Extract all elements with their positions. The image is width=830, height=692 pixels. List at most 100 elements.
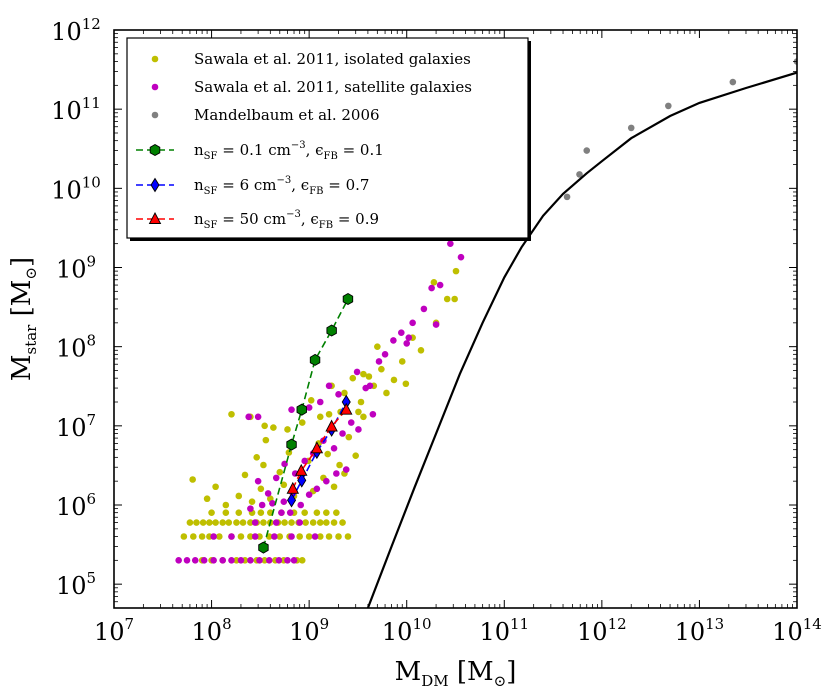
- series-1-point: [305, 404, 313, 411]
- series-0-point: [284, 426, 291, 433]
- series-1-point: [210, 533, 217, 540]
- series-1-point: [286, 509, 294, 516]
- series-0-point: [288, 519, 295, 526]
- ticks-layer: 107 108 109 1010 1011 1012 1013 1014 105 106 107 10…: [51, 15, 822, 646]
- series-1-point: [313, 485, 321, 493]
- series-0-point: [212, 519, 219, 526]
- series-0-point: [281, 519, 288, 526]
- series-0-point: [257, 509, 265, 516]
- series-0-point: [325, 410, 333, 418]
- series-1-point: [210, 557, 217, 564]
- series-0-point: [451, 295, 458, 303]
- series-0-point: [260, 519, 267, 526]
- legend-marker: [148, 212, 162, 224]
- series-0-point: [452, 267, 460, 275]
- series-2-point: [729, 78, 737, 86]
- legend-entry-4: nSF = 6 cm−3, ϵFB = 0.7: [136, 175, 369, 197]
- series-2-point: [665, 102, 672, 110]
- y-tick-label: 1011: [51, 94, 101, 125]
- series-3-point: [342, 292, 354, 306]
- series-1-point: [228, 557, 235, 564]
- series-1-point: [432, 321, 440, 328]
- x-axis-label: MDM [M⊙]: [395, 657, 517, 690]
- series-1-point: [284, 557, 291, 564]
- series-0-point: [349, 374, 357, 382]
- series-0-point: [193, 519, 200, 526]
- y-tick-label: 107: [56, 411, 96, 442]
- series-1-point: [390, 337, 397, 344]
- series-0-point: [341, 389, 348, 397]
- series-0-point: [215, 533, 223, 540]
- series-0-point: [228, 410, 235, 418]
- series-1-point: [381, 351, 389, 358]
- x-tick-label: 1012: [577, 615, 627, 646]
- series-layer: [175, 58, 797, 608]
- series-1-point: [254, 413, 262, 421]
- series-0-point: [345, 433, 353, 441]
- series-1-point: [333, 470, 340, 477]
- series-1-point: [264, 490, 272, 497]
- legend-box: [126, 37, 529, 239]
- series-1-point: [275, 557, 283, 564]
- y-tick-label: 106: [56, 490, 96, 521]
- series-1-point: [254, 477, 262, 485]
- series-1-point: [297, 501, 305, 509]
- series-3-line: [262, 298, 349, 548]
- series-0-point: [360, 370, 367, 378]
- series-6: [366, 71, 797, 608]
- series-1-point: [397, 329, 405, 337]
- series-0-point: [235, 492, 243, 500]
- series-1-point: [269, 500, 276, 507]
- series-0-point: [198, 533, 206, 540]
- series-0-point: [262, 436, 270, 444]
- legend-entry-1: Sawala et al. 2011, satellite galaxies: [151, 78, 472, 96]
- series-1-point: [256, 557, 263, 564]
- series-0-point: [248, 498, 256, 506]
- series-1-point: [355, 426, 362, 433]
- series-1-point: [228, 533, 235, 540]
- series-1-point: [325, 382, 333, 390]
- series-1-point: [296, 519, 303, 526]
- series-1-point: [183, 557, 191, 564]
- series-0-point: [323, 509, 330, 516]
- series-1-point: [272, 474, 280, 482]
- series-0-point: [190, 533, 197, 540]
- series-0-point: [374, 343, 381, 350]
- series-0-point: [316, 413, 324, 421]
- series-0-point: [357, 398, 365, 406]
- series-1-point: [290, 557, 298, 564]
- series-1-point: [403, 340, 411, 347]
- legend-marker: [150, 177, 160, 193]
- x-tick-label: 1014: [772, 615, 822, 646]
- series-1-point: [245, 413, 252, 421]
- series-0-point: [296, 533, 303, 540]
- series-0-point: [222, 501, 230, 509]
- series-0-point: [276, 468, 284, 476]
- series-1-point: [353, 368, 361, 376]
- x-tick-label: 1013: [675, 615, 725, 646]
- legend-marker: [149, 143, 161, 157]
- legend-entry-2: Mandelbaum et al. 2006: [151, 106, 380, 124]
- series-1-point: [251, 533, 259, 540]
- series-0-point: [336, 461, 343, 469]
- x-tick-label: 1010: [382, 615, 432, 646]
- legend-label: Sawala et al. 2011, isolated galaxies: [194, 50, 471, 68]
- series-2-point: [627, 124, 635, 132]
- series-1-point: [301, 457, 308, 465]
- series-3-point: [296, 403, 307, 416]
- series-0-point: [203, 495, 211, 503]
- series-1-point: [251, 519, 259, 526]
- series-0-point: [235, 509, 243, 516]
- legend-label: Mandelbaum et al. 2006: [194, 106, 380, 124]
- series-1-point: [405, 334, 413, 341]
- series-1-point: [347, 419, 355, 426]
- series-1-point: [342, 466, 350, 473]
- series-3-point: [258, 541, 269, 554]
- series-1-point: [428, 284, 435, 292]
- series-1-point: [288, 406, 295, 413]
- series-0-point: [325, 533, 333, 540]
- series-1-point: [288, 533, 295, 540]
- series-0-point: [206, 519, 213, 526]
- series-0-point: [390, 376, 398, 384]
